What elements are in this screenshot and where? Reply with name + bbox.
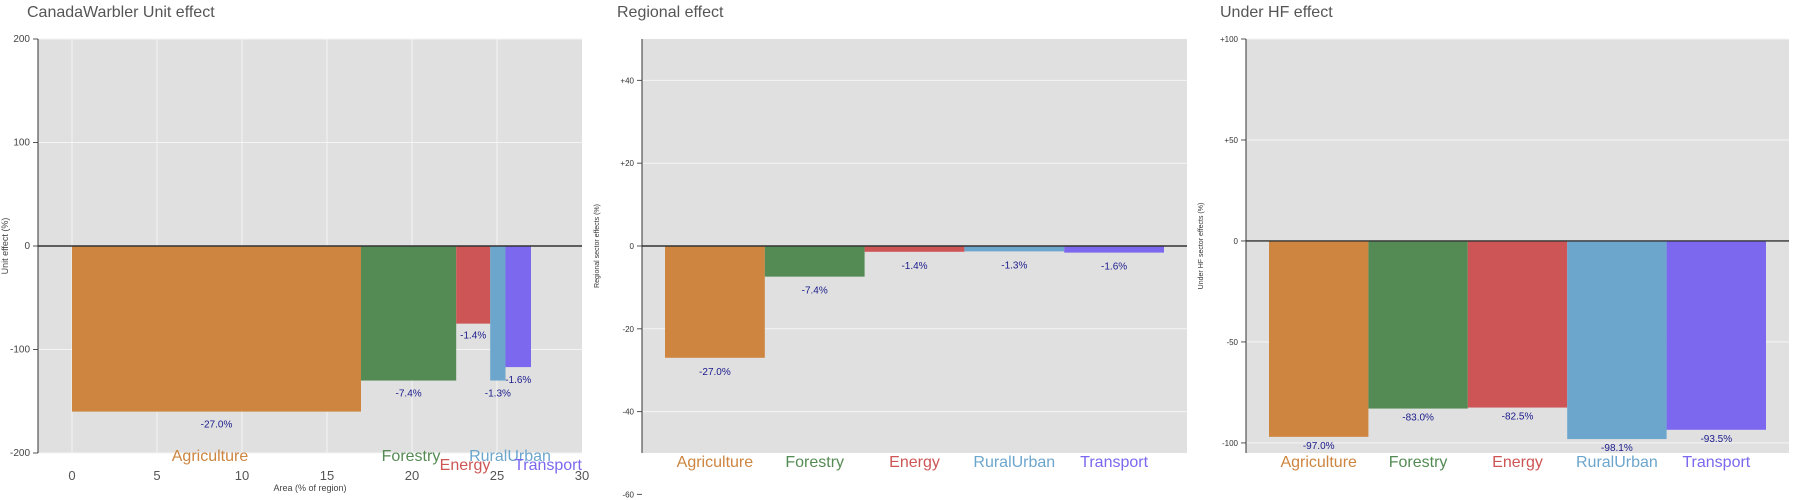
category-label-forestry: Forestry (785, 454, 844, 471)
y-tick-label: -60 (622, 490, 634, 499)
bar-ruralurban (1567, 240, 1667, 440)
bar-agriculture (72, 246, 361, 412)
y-tick-label: -50 (1226, 338, 1238, 347)
y-tick-label: +100 (1220, 35, 1239, 44)
y-tick-label: 0 (24, 241, 30, 252)
data-label-forestry: -7.4% (802, 286, 828, 297)
data-label-ruralurban: -1.3% (485, 389, 511, 400)
x-tick-label: 10 (235, 468, 249, 483)
data-label-agriculture: -27.0% (699, 367, 731, 378)
data-label-agriculture: -27.0% (201, 420, 233, 431)
category-label-forestry: Forestry (1389, 454, 1448, 471)
category-label-energy: Energy (440, 457, 491, 474)
category-label-ruralurban: RuralUrban (1576, 454, 1658, 471)
bar-forestry (361, 246, 457, 381)
y-tick-label: -200 (10, 448, 30, 459)
bar-forestry (1368, 240, 1468, 409)
bar-transport (1666, 240, 1766, 430)
bar-energy (456, 246, 491, 324)
regional-effect-chart: -60 -40 -20 0 +20 +40 -27.0% Agriculture -7.4% Fo… (594, 39, 1187, 499)
bar-energy (864, 246, 965, 252)
category-label-ruralurban: RuralUrban (469, 448, 551, 465)
data-label-transport: -1.6% (505, 375, 531, 386)
y-tick-label: -100 (1222, 439, 1239, 448)
y-tick-label: +40 (620, 76, 634, 85)
data-label-ruralurban: -98.1% (1601, 443, 1633, 454)
y-tick-label: 100 (13, 138, 30, 149)
data-label-transport: -1.6% (1101, 262, 1127, 273)
regional-effect-panel: Regional effect -60 -40 -20 0 +20 +40 -27.0% Ag… (594, 0, 1200, 500)
y-tick-label: +20 (620, 159, 634, 168)
regional-effect-title: Regional effect (617, 4, 724, 21)
under-hf-effect-title: Under HF effect (1220, 4, 1333, 21)
category-label-forestry: Forestry (382, 448, 441, 465)
x-tick-label: 5 (153, 468, 160, 483)
data-label-ruralurban: -1.3% (1001, 260, 1027, 271)
category-label-ruralurban: RuralUrban (973, 454, 1055, 471)
unit-effect-title: CanadaWarbler Unit effect (27, 4, 215, 21)
bar-agriculture (665, 246, 765, 358)
data-label-agriculture: -97.0% (1303, 441, 1335, 452)
y-axis-title: Unit effect (%) (0, 218, 10, 275)
y-tick-label: -20 (622, 325, 634, 334)
category-label-agriculture: Agriculture (1280, 454, 1357, 471)
category-label-transport: Transport (1682, 454, 1750, 471)
bar-energy (1467, 240, 1568, 408)
x-axis-title: Area (% of region) (273, 483, 346, 493)
x-tick-label: 25 (490, 468, 504, 483)
category-label-energy: Energy (1492, 454, 1543, 471)
y-tick-label: +50 (1224, 136, 1238, 145)
category-label-agriculture: Agriculture (172, 448, 249, 465)
under-hf-effect-chart: -100 -50 0 +50 +100 -97.0% Agriculture -83.0% Fo… (1198, 35, 1789, 471)
y-axis-title: Regional sector effects (%) (594, 204, 601, 288)
data-label-energy: -1.4% (460, 331, 486, 342)
category-label-transport: Transport (1080, 454, 1148, 471)
bar-forestry (764, 246, 865, 277)
y-axis-title: Under HF sector effects (%) (1198, 203, 1205, 290)
data-label-transport: -93.5% (1700, 434, 1732, 445)
x-tick-label: 15 (320, 468, 334, 483)
bar-agriculture (1269, 240, 1369, 437)
y-tick-label: 0 (1234, 237, 1239, 246)
unit-effect-panel: CanadaWarbler Unit effect -200 -100 0 100 20… (0, 0, 600, 500)
data-label-energy: -1.4% (901, 261, 927, 272)
bar-ruralurban (964, 246, 1065, 252)
unit-effect-chart: -200 -100 0 100 200 0 5 10 15 20 25 30 -27.0% -7.4% -1… (0, 34, 589, 493)
y-tick-label: -40 (622, 408, 634, 417)
bar-transport (505, 246, 531, 368)
y-tick-label: 0 (630, 242, 635, 251)
x-tick-label: 0 (68, 468, 75, 483)
category-label-agriculture: Agriculture (677, 454, 754, 471)
data-label-forestry: -7.4% (396, 389, 422, 400)
data-label-forestry: -83.0% (1402, 413, 1434, 424)
category-label-energy: Energy (889, 454, 940, 471)
category-label-transport: Transport (514, 457, 582, 474)
data-label-energy: -82.5% (1502, 412, 1534, 423)
under-hf-effect-panel: Under HF effect -100 -50 0 +50 +100 -97.0% Agr… (1198, 0, 1800, 500)
bar-transport (1064, 246, 1164, 253)
y-tick-label: -100 (10, 345, 30, 356)
y-tick-label: 200 (13, 34, 30, 45)
x-tick-label: 20 (405, 468, 419, 483)
bar-ruralurban (490, 246, 506, 381)
x-tick-label: 30 (575, 468, 589, 483)
